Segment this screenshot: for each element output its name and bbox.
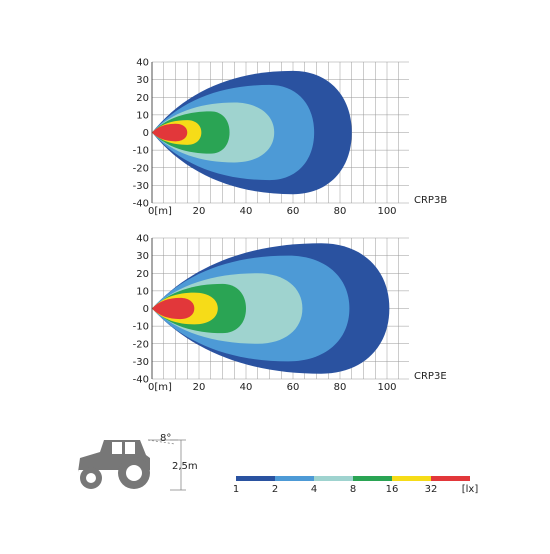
x-tick-label: 0[m]	[148, 382, 172, 393]
tractor-icon	[78, 439, 186, 491]
isolux-area	[152, 123, 188, 142]
x-tick-label: 80	[334, 206, 347, 217]
y-tick-label: -20	[133, 339, 149, 350]
legend-label: 16	[386, 484, 399, 495]
legend-swatch	[314, 476, 353, 481]
y-tick-label: 10	[136, 286, 149, 297]
y-tick-label: 30	[136, 251, 149, 262]
x-tick-label: 0[m]	[148, 206, 172, 217]
y-tick-label: 10	[136, 110, 149, 121]
y-tick-label: -40	[133, 199, 149, 210]
legend-swatch	[275, 476, 314, 481]
y-tick-label: 0	[143, 128, 149, 139]
y-tick-label: -10	[133, 322, 149, 333]
y-tick-label: 40	[136, 58, 149, 69]
legend-swatch	[431, 476, 470, 481]
angle-label: 8°	[160, 433, 171, 444]
height-label: 2,5m	[172, 461, 198, 472]
x-tick-label: 80	[334, 382, 347, 393]
y-tick-label: 30	[136, 75, 149, 86]
y-tick-label: 40	[136, 234, 149, 245]
legend-unit: [lx]	[462, 484, 479, 495]
x-tick-label: 60	[287, 206, 300, 217]
y-tick-label: -20	[133, 163, 149, 174]
x-tick-label: 20	[193, 206, 206, 217]
legend-swatch	[392, 476, 431, 481]
legend-label: 1	[233, 484, 239, 495]
legend-label: 4	[311, 484, 317, 495]
isolux-area	[152, 297, 195, 320]
x-tick-label: 100	[377, 206, 396, 217]
x-tick-label: 20	[193, 382, 206, 393]
y-tick-label: -10	[133, 146, 149, 157]
y-tick-label: -30	[133, 357, 149, 368]
y-tick-label: -40	[133, 375, 149, 386]
y-tick-label: 0	[143, 304, 149, 315]
legend-label: 2	[272, 484, 278, 495]
y-tick-label: 20	[136, 269, 149, 280]
x-tick-label: 100	[377, 382, 396, 393]
x-tick-label: 60	[287, 382, 300, 393]
legend-label: 8	[350, 484, 356, 495]
legend-swatch	[236, 476, 275, 481]
plot-label: CRP3E	[414, 371, 447, 382]
legend: 1 2 4 8 16 32 [lx]	[233, 476, 479, 495]
plot-label: CRP3B	[414, 195, 447, 206]
x-tick-label: 40	[240, 382, 253, 393]
legend-label: 32	[425, 484, 438, 495]
y-tick-label: -30	[133, 181, 149, 192]
x-tick-label: 40	[240, 206, 253, 217]
legend-swatch	[353, 476, 392, 481]
y-tick-label: 20	[136, 93, 149, 104]
